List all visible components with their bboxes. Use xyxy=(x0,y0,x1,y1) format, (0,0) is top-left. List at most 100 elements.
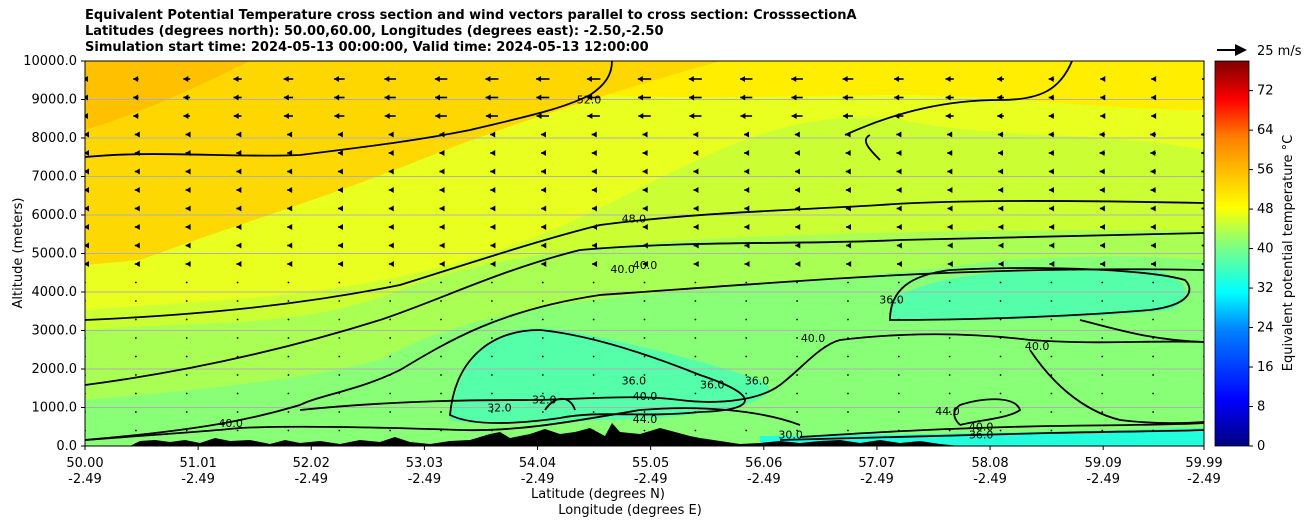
wind-vector xyxy=(1050,337,1053,339)
wind-vector xyxy=(999,281,1002,284)
wind-vector xyxy=(337,224,343,230)
wind-vector xyxy=(637,76,652,82)
wind-vector xyxy=(134,300,137,302)
wind-vector xyxy=(490,205,496,212)
wind-vector xyxy=(338,355,341,358)
wind-vector xyxy=(845,187,851,193)
wind-vector xyxy=(591,224,597,230)
x-tick-label-lat: 51.01 xyxy=(180,456,217,471)
wind-vector xyxy=(541,205,547,212)
wind-vector xyxy=(1048,94,1055,101)
wind-vector xyxy=(440,411,442,413)
wind-vector xyxy=(948,374,951,376)
wind-vector xyxy=(744,205,750,212)
x-tick-label-lon: -2.49 xyxy=(1086,472,1120,487)
wind-vector xyxy=(998,205,1004,212)
wind-vector xyxy=(491,355,493,358)
wind-vector xyxy=(1101,300,1104,302)
wind-vector xyxy=(236,392,239,395)
wind-vector xyxy=(693,187,699,193)
wind-vector xyxy=(236,411,239,413)
wind-vector xyxy=(440,337,442,339)
wind-vector xyxy=(948,355,951,358)
wind-vector xyxy=(689,94,702,101)
wind-vector xyxy=(440,429,442,432)
wind-vector xyxy=(440,318,442,321)
x-tick-label-lon: -2.49 xyxy=(181,472,215,487)
wind-vector xyxy=(185,187,191,193)
wind-vector xyxy=(389,318,392,321)
wind-vector xyxy=(1100,76,1106,82)
wind-vector xyxy=(847,281,849,284)
wind-vector xyxy=(338,281,341,284)
contour-label: 36.0 xyxy=(879,294,904,307)
wind-vector xyxy=(947,187,953,193)
wind-vector xyxy=(1099,131,1106,138)
wind-vector xyxy=(236,224,242,230)
wind-vector xyxy=(1049,261,1055,267)
wind-vector xyxy=(744,150,750,156)
wind-vector xyxy=(896,168,902,175)
wind-vector xyxy=(337,131,343,138)
wind-vector xyxy=(287,411,290,413)
colorbar-tick-label: 8 xyxy=(1257,400,1265,415)
wind-vector xyxy=(536,76,550,82)
wind-vector xyxy=(283,76,294,82)
wind-vector xyxy=(1049,242,1055,249)
wind-vector xyxy=(440,355,442,358)
wind-vector xyxy=(694,411,697,413)
wind-vector xyxy=(185,392,188,395)
wind-vector xyxy=(791,76,803,82)
wind-vector xyxy=(287,337,290,339)
wind-vector xyxy=(643,281,646,284)
wind-vector xyxy=(185,242,191,249)
wind-vector xyxy=(1150,242,1156,249)
wind-vector xyxy=(1050,429,1053,432)
wind-vector xyxy=(795,242,801,249)
wind-vector xyxy=(592,318,595,321)
wind-vector xyxy=(947,150,953,156)
wind-vector xyxy=(740,94,753,101)
contour-label: 30.0 xyxy=(778,428,803,441)
wind-vector xyxy=(694,355,697,358)
wind-vector xyxy=(337,150,343,156)
wind-vector xyxy=(491,411,493,413)
wind-vector xyxy=(439,131,445,138)
wind-vector xyxy=(638,94,651,101)
wind-vector xyxy=(337,187,343,193)
wind-vector xyxy=(134,392,137,395)
wind-vector xyxy=(745,355,748,358)
wind-vector xyxy=(490,131,496,138)
wind-vector xyxy=(388,150,394,156)
wind-vector xyxy=(1101,318,1104,321)
wind-vector xyxy=(794,131,800,138)
y-tick-label: 4000.0 xyxy=(32,285,78,300)
wind-vector xyxy=(1099,205,1105,212)
wind-vector xyxy=(389,392,392,395)
wind-vector xyxy=(643,429,646,432)
wind-vector xyxy=(1152,300,1155,302)
wind-vector xyxy=(1099,150,1106,156)
wind-vector xyxy=(1101,429,1104,432)
title-line-1: Equivalent Potential Temperature cross s… xyxy=(85,8,857,23)
wind-vector xyxy=(947,242,953,249)
wind-vector xyxy=(337,168,343,175)
colorbar-tick-label: 16 xyxy=(1257,360,1274,375)
wind-vector xyxy=(1099,224,1105,230)
wind-vector xyxy=(134,355,137,358)
colorbar-tick-label: 48 xyxy=(1257,202,1274,217)
wind-vector xyxy=(587,94,601,101)
wind-vector xyxy=(1050,281,1053,284)
wind-vector xyxy=(541,281,544,284)
wind-vector xyxy=(1151,113,1157,119)
y-tick-label: 5000.0 xyxy=(32,247,78,262)
wind-vector xyxy=(85,187,89,193)
wind-vector xyxy=(945,94,954,101)
wind-vector xyxy=(185,168,191,175)
wind-vector xyxy=(541,411,544,413)
wind-vector xyxy=(897,300,900,302)
wind-vector xyxy=(338,300,341,302)
x-tick-label-lon: -2.49 xyxy=(521,472,555,487)
wind-vector xyxy=(1050,374,1053,376)
